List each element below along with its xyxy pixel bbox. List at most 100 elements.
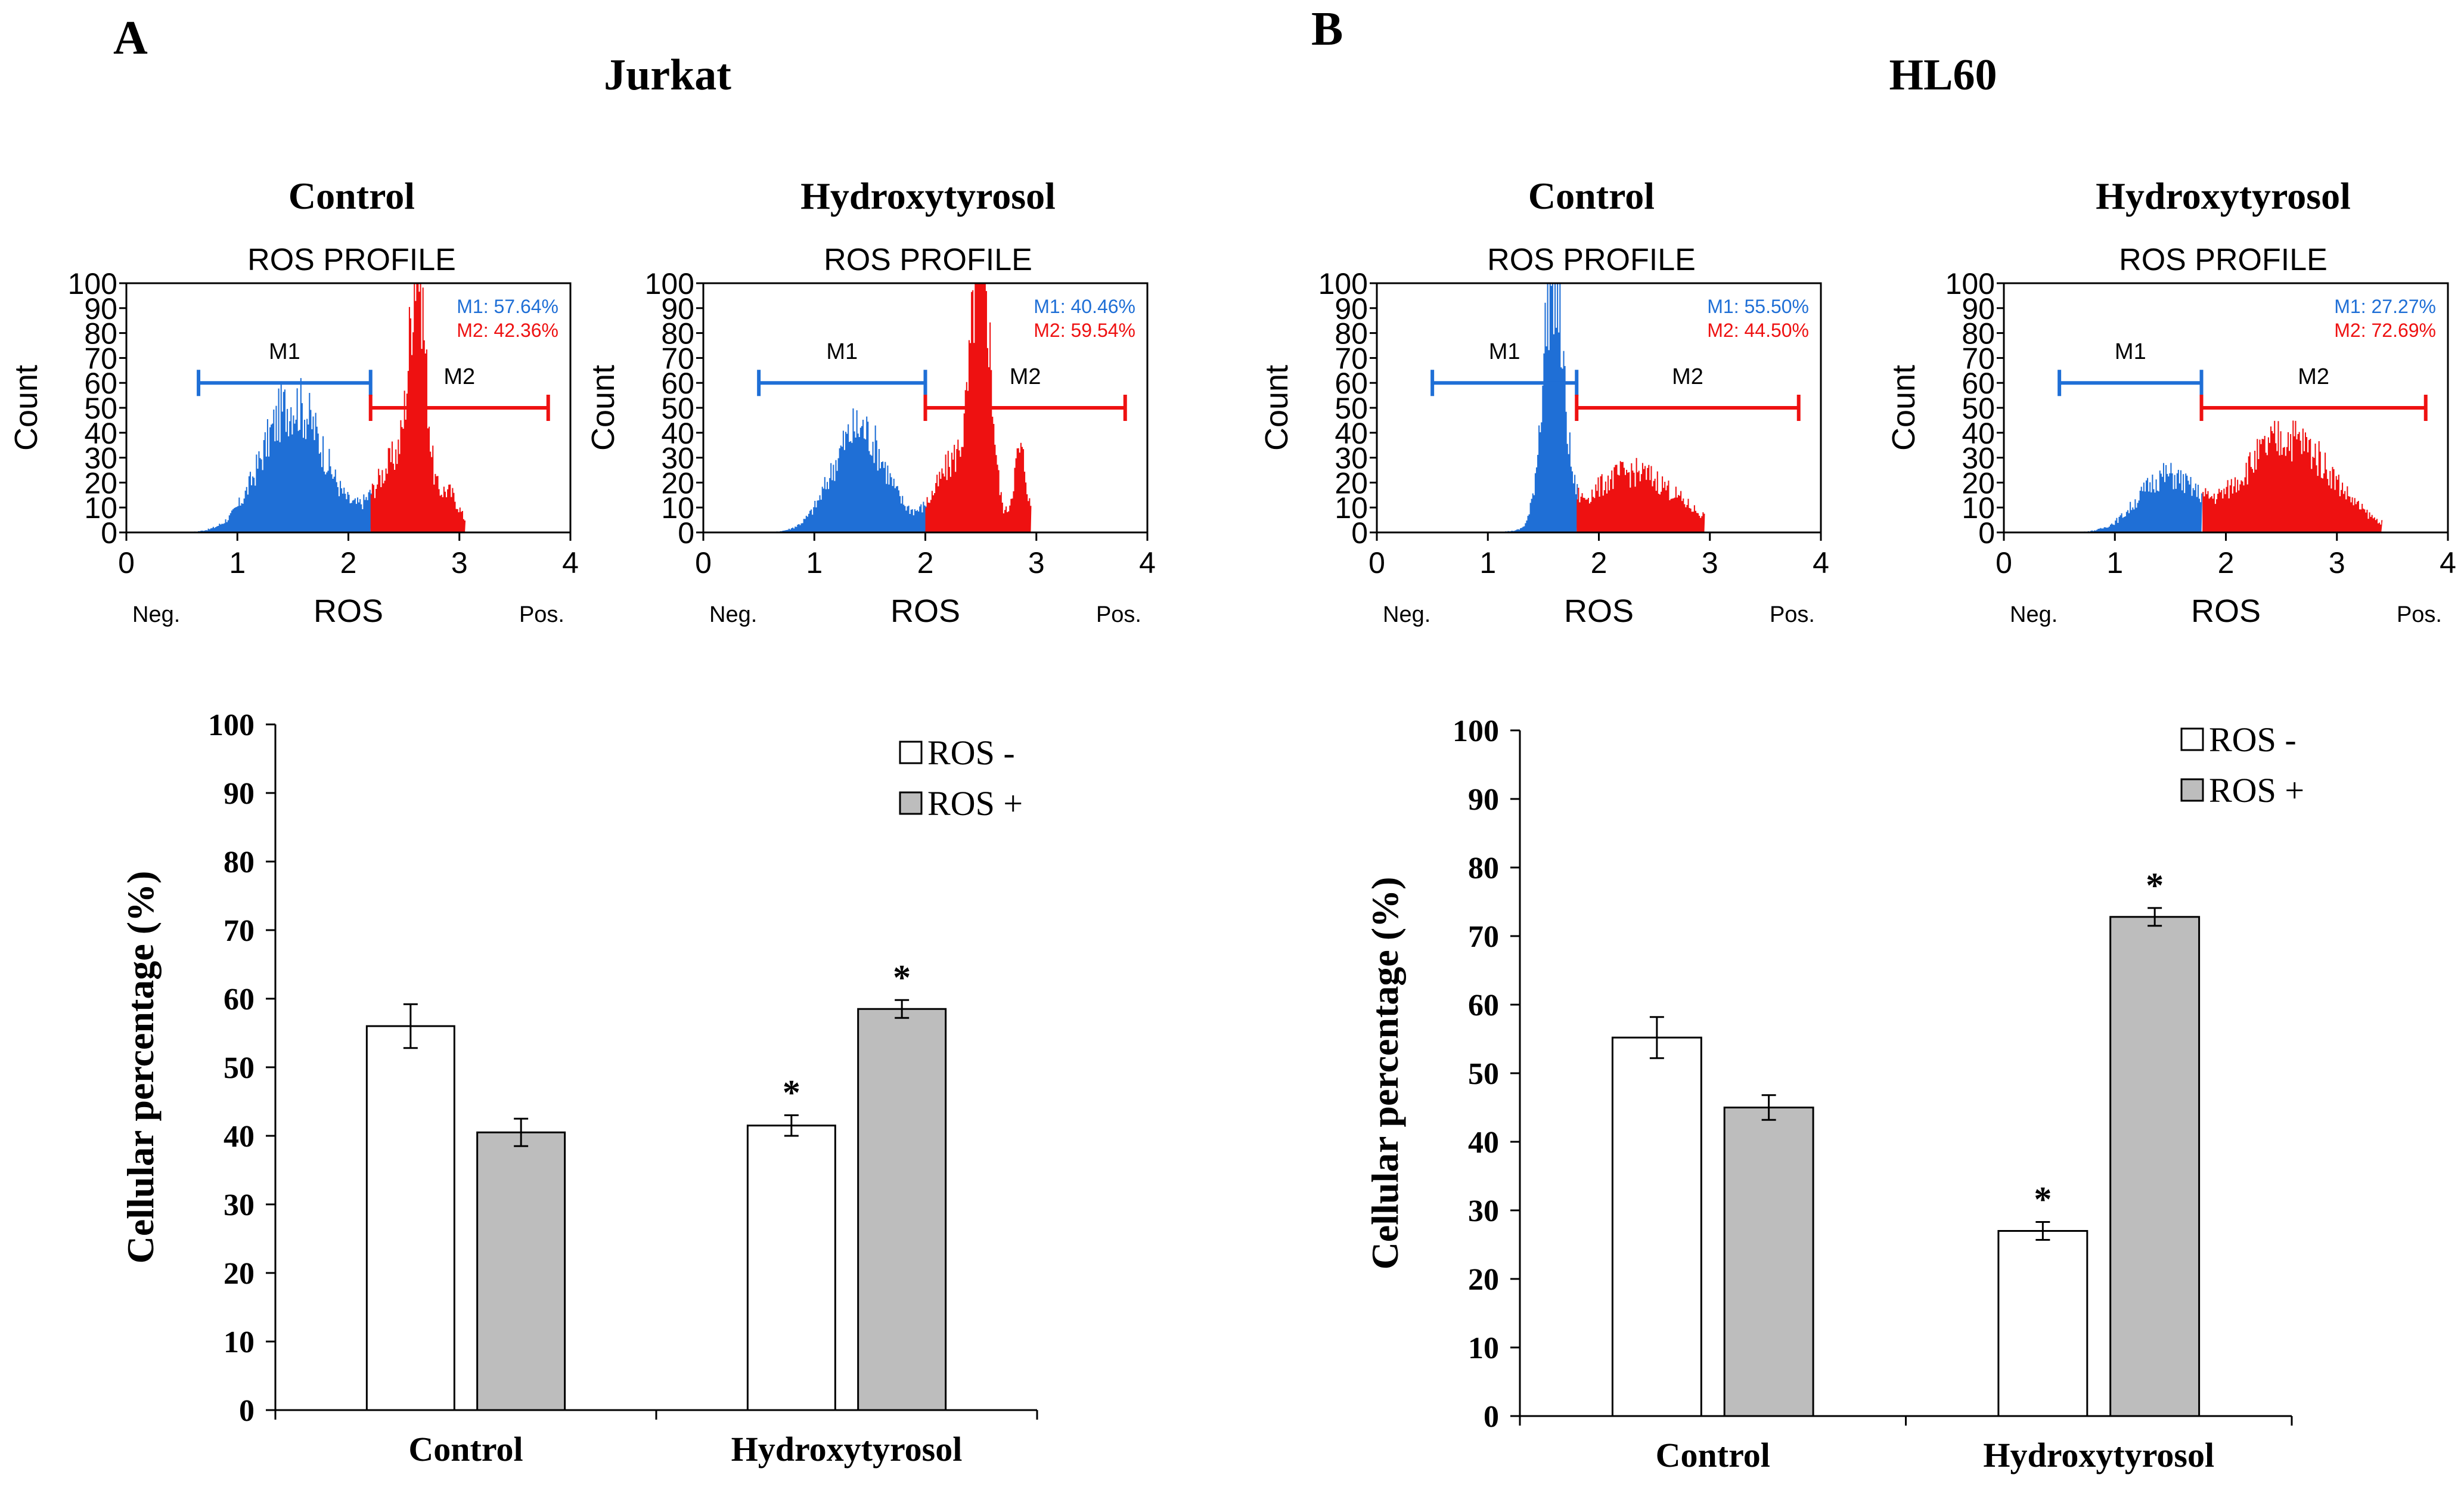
bar-chart-b-ylabel: Cellular percentage (%) — [1364, 877, 1406, 1270]
bar-chart-b-legend-swatch — [2180, 778, 2204, 802]
flow-a-hydroxytyrosol-ytick-label: 80 — [661, 317, 694, 351]
flow-a-hydroxytyrosol-xtick-label: 3 — [1028, 546, 1045, 580]
flow-a-control-m2-marker-label: M2 — [443, 364, 475, 389]
flow-b-control-ytick-label: 20 — [1335, 466, 1368, 500]
bar-chart-a-ytick-label: 100 — [208, 708, 255, 742]
flow-a-hydroxytyrosol-m1-histogram — [725, 408, 927, 532]
panel-letter-b: B — [1311, 3, 1343, 55]
flow-b-hydroxytyrosol-neg-label: Neg. — [2010, 602, 2058, 627]
flow-a-control-neg-label: Neg. — [132, 602, 180, 627]
flow-a-control-xtick-label: 0 — [118, 546, 135, 580]
flow-a-control-xtick-label: 1 — [229, 546, 246, 580]
bar-chart-a-ytick-label: 30 — [224, 1188, 255, 1222]
flow-b-hydroxytyrosol-ytick-label: 90 — [1962, 292, 1995, 326]
flow-b-control-ytick-label: 50 — [1335, 392, 1368, 425]
bar-chart-a-ytick-label: 90 — [224, 777, 255, 811]
flow-a-control-xtick-label: 4 — [562, 546, 579, 580]
flow-a-hydroxytyrosol-ytick-label: 30 — [661, 442, 694, 475]
bar-chart-b-ytick-label: 100 — [1453, 714, 1499, 748]
flow-b-control-m1-histogram — [1399, 283, 1578, 532]
bar-chart-a-ytick-label: 80 — [224, 845, 255, 879]
bar-chart-b-ytick-label: 50 — [1468, 1057, 1499, 1091]
flow-a-hydroxytyrosol-ytick-label: 10 — [661, 491, 694, 525]
flow-b-hydroxytyrosol-xtick-label: 3 — [2329, 546, 2345, 580]
flow-a-hydroxytyrosol-m1-percent: M1: 40.46% — [1034, 296, 1135, 317]
bar-chart-b-ytick-label: 60 — [1468, 989, 1499, 1023]
flow-b-hydroxytyrosol-ytick-label: 70 — [1962, 342, 1995, 375]
panel-title-a: Jurkat — [604, 51, 731, 100]
flow-a-hydroxytyrosol-xtick-label: 0 — [695, 546, 712, 580]
flow-b-control-ytick-label: 90 — [1335, 292, 1368, 326]
bar-chart-a-significance-marker: * — [893, 958, 911, 997]
flow-b-control-ylabel: Count — [1259, 365, 1295, 451]
flow-a-control-ytick-label: 0 — [101, 516, 117, 550]
flow-b-control-ytick-label: 10 — [1335, 491, 1368, 525]
flow-b-hydroxytyrosol-m2-histogram — [2202, 420, 2383, 532]
flow-b-control-xtick-label: 4 — [1813, 546, 1829, 580]
flow-a-hydroxytyrosol-profile-title: ROS PROFILE — [824, 243, 1032, 277]
flow-b-control-ytick-label: 0 — [1351, 516, 1368, 550]
bar-chart-b-ytick-label: 40 — [1468, 1126, 1499, 1160]
flow-a-control-ylabel: Count — [8, 365, 44, 451]
flow-b-hydroxytyrosol-xlabel: ROS — [2191, 593, 2261, 629]
flow-a-control-ytick-label: 80 — [84, 317, 117, 351]
bar-chart-a-category-label: Control — [408, 1430, 523, 1469]
flow-b-hydroxytyrosol-ytick-label: 0 — [1978, 516, 1995, 550]
flow-a-control-ytick-label: 60 — [84, 367, 117, 400]
flow-b-hydroxytyrosol-m2-percent: M2: 72.69% — [2334, 320, 2436, 341]
bar-chart-a-ytick-label: 70 — [224, 914, 255, 948]
flow-b-hydroxytyrosol-ytick-label: 10 — [1962, 491, 1995, 525]
flow-a-control-ytick-label: 30 — [84, 442, 117, 475]
flow-b-hydroxytyrosol-ytick-label: 80 — [1962, 317, 1995, 351]
flow-a-control-ytick-label: 40 — [84, 417, 117, 450]
bar-chart-b-bar — [2109, 916, 2201, 1417]
bar-chart-a-ytick-label: 50 — [224, 1051, 255, 1085]
bar-chart-a-ylabel: Cellular percentage (%) — [119, 871, 162, 1264]
bar-chart-a: 0 10 20 30 40 50 60 70 80 90 100 Control Hydroxytyro… — [119, 708, 1038, 1469]
flow-a-control-m1-percent: M1: 57.64% — [457, 296, 558, 317]
flow-b-control-xlabel: ROS — [1564, 593, 1634, 629]
bar-chart-a-significance-marker: * — [783, 1073, 800, 1113]
bar-chart-b-significance-marker: * — [2146, 866, 2164, 905]
flow-a-hydroxytyrosol-pos-label: Pos. — [1096, 602, 1141, 627]
flow-a-control-m1-histogram — [166, 378, 372, 532]
flow-b-control-profile-title: ROS PROFILE — [1487, 243, 1696, 277]
flow-b-hydroxytyrosol-m1-percent: M1: 27.27% — [2334, 296, 2436, 317]
bar-chart-b-bar — [1723, 1107, 1814, 1417]
flow-b-hydroxytyrosol-xtick-label: 0 — [1996, 546, 2012, 580]
flow-a-control-ytick-label: 100 — [68, 267, 117, 301]
flow-b-hydroxytyrosol-ytick-label: 50 — [1962, 392, 1995, 425]
flow-b-control-m2-percent: M2: 44.50% — [1707, 320, 1809, 341]
bar-chart-b-legend-label: ROS + — [2209, 771, 2304, 810]
flow-b-hydroxytyrosol-m2-marker-label: M2 — [2298, 364, 2329, 389]
flow-a-hydroxytyrosol-ytick-label: 100 — [645, 267, 694, 301]
bar-chart-a-legend-swatch — [899, 791, 923, 815]
flow-b-control-ytick-label: 60 — [1335, 367, 1368, 400]
flow-b-hydroxytyrosol-profile-title: ROS PROFILE — [2119, 243, 2328, 277]
bar-chart-b: 0 10 20 30 40 50 60 70 80 90 100 Control Hydroxytyro… — [1364, 714, 2304, 1474]
flow-a-hydroxytyrosol-m1-marker-label: M1 — [826, 339, 858, 364]
bar-chart-b-category-label: Hydroxytyrosol — [1983, 1436, 2214, 1474]
flow-b-control-m2-marker-label: M2 — [1672, 364, 1703, 389]
bar-chart-a-ytick-label: 0 — [239, 1394, 255, 1428]
flow-a-hydroxytyrosol-ytick-label: 20 — [661, 466, 694, 500]
flow-b-control-xtick-label: 3 — [1702, 546, 1718, 580]
bar-chart-a-bar — [476, 1131, 566, 1411]
flow-b-hydroxytyrosol-ytick-label: 60 — [1962, 367, 1995, 400]
flow-a-control-xlabel: ROS — [314, 593, 383, 629]
flow-a-hydroxytyrosol-ytick-label: 50 — [661, 392, 694, 425]
flow-b-hydroxytyrosol-label: Hydroxytyrosol — [2096, 175, 2351, 217]
flow-b-hydroxytyrosol-ytick-label: 30 — [1962, 442, 1995, 475]
flow-a-hydroxytyrosol-ytick-label: 90 — [661, 292, 694, 326]
flow-b-control-pos-label: Pos. — [1770, 602, 1815, 627]
flow-b-hydroxytyrosol-xtick-label: 1 — [2106, 546, 2123, 580]
flow-b-control-ytick-label: 80 — [1335, 317, 1368, 351]
bar-chart-b-bar — [1997, 1230, 2088, 1417]
flow-a-control-ytick-label: 20 — [84, 466, 117, 500]
flow-b-control-ytick-label: 30 — [1335, 442, 1368, 475]
flow-a-control-ytick-label: 70 — [84, 342, 117, 375]
bar-chart-a-bar — [746, 1124, 836, 1411]
